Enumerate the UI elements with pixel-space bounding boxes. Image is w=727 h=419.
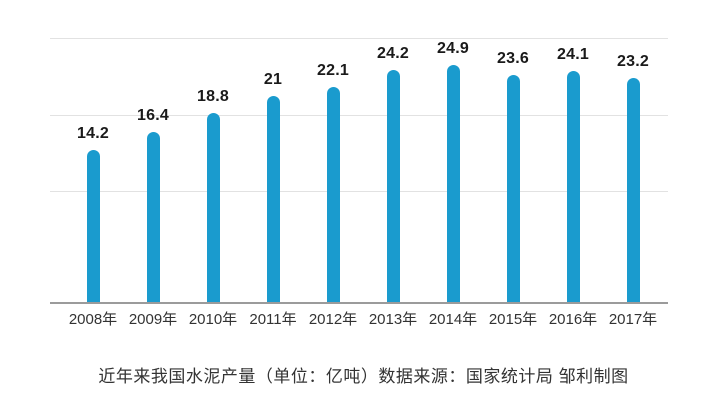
- bar-2016年: [566, 71, 580, 302]
- x-tick-label: 2017年: [608, 311, 658, 328]
- gridline-lower: [50, 191, 668, 192]
- bar-value-label: 24.9: [437, 40, 469, 57]
- bar-value-label: 24.1: [557, 46, 589, 63]
- bar-2012年: [326, 87, 340, 302]
- bar-2011年: [266, 96, 280, 302]
- x-tick-label: 2008年: [68, 311, 118, 328]
- chart-caption: 近年来我国水泥产量（单位：亿吨）数据来源：国家统计局 邹利制图: [98, 367, 629, 386]
- gridline-middle: [50, 115, 668, 116]
- x-tick-label: 2015年: [488, 311, 538, 328]
- x-tick-label: 2011年: [249, 311, 297, 328]
- bar-2013年: [386, 70, 400, 302]
- x-tick-label: 2016年: [548, 311, 598, 328]
- bar-value-label: 23.6: [497, 50, 529, 67]
- bar-value-label: 18.8: [197, 88, 229, 105]
- bar-value-label: 24.2: [377, 45, 409, 62]
- x-tick-label: 2010年: [188, 311, 238, 328]
- bar-value-label: 23.2: [617, 53, 649, 70]
- x-tick-label: 2009年: [128, 311, 178, 328]
- bar-value-label: 14.2: [77, 125, 109, 142]
- plot-area: 14.2 16.4 18.8 21 22.1 24.2 24.9 23.6 24.1 23.2 2…: [50, 0, 670, 419]
- x-axis-line: [50, 302, 668, 304]
- bar-value-label: 22.1: [317, 62, 349, 79]
- bar-2014年: [446, 65, 460, 302]
- bar-2009年: [146, 132, 160, 302]
- bar-value-label: 21: [263, 71, 283, 88]
- gridline-top: [50, 38, 668, 39]
- bar-2017年: [626, 78, 640, 302]
- bar-2008年: [86, 150, 100, 302]
- x-tick-label: 2014年: [428, 311, 478, 328]
- bar-2010年: [206, 113, 220, 302]
- bar-2015年: [506, 75, 520, 302]
- x-tick-label: 2013年: [368, 311, 418, 328]
- x-tick-label: 2012年: [308, 311, 358, 328]
- bar-value-label: 16.4: [137, 107, 169, 124]
